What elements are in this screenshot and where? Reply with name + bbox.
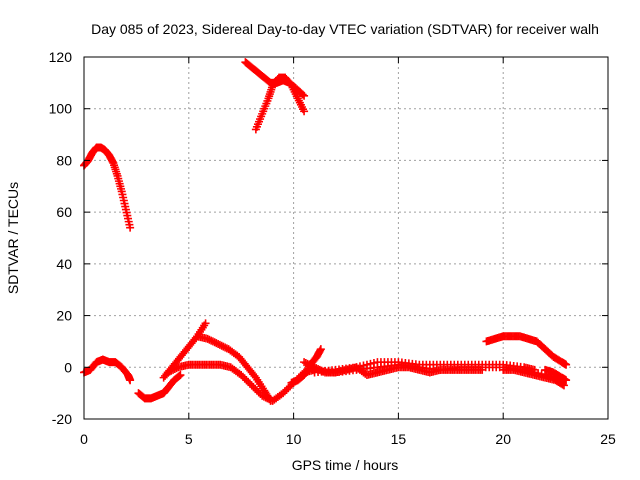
data-point: [214, 340, 223, 349]
data-point: [305, 360, 314, 369]
data-point: [203, 334, 212, 343]
data-point: [126, 376, 135, 385]
y-tick-label: 40: [56, 256, 72, 272]
y-tick-label: 120: [49, 49, 73, 65]
series-arc-3: [251, 73, 309, 134]
x-tick-label: 0: [80, 431, 88, 447]
data-point: [300, 91, 309, 100]
series-arc-5: [134, 371, 185, 403]
x-tick-label: 5: [185, 431, 193, 447]
series-arc-1: [80, 143, 135, 232]
x-tick-label: 15: [391, 431, 407, 447]
data-point: [266, 396, 275, 405]
data-point: [312, 364, 321, 373]
data-point: [265, 395, 274, 404]
y-tick-label: 60: [56, 204, 72, 220]
data-point: [201, 319, 210, 328]
data-point: [207, 336, 216, 345]
data-point: [215, 340, 224, 349]
data-point: [300, 107, 309, 116]
data-point: [219, 342, 228, 351]
data-point: [352, 363, 361, 372]
y-tick-label: 100: [49, 101, 73, 117]
data-point: [369, 358, 378, 367]
y-tick-label: -20: [52, 411, 72, 427]
data-point: [316, 345, 325, 354]
data-point: [170, 365, 179, 374]
data-point: [126, 223, 135, 232]
data-point: [169, 365, 178, 374]
series-arc-8: [193, 332, 275, 405]
data-layer: [80, 58, 571, 405]
data-point: [175, 371, 184, 380]
series-arc-13: [499, 365, 568, 390]
data-point: [300, 358, 309, 367]
series-arc-14: [541, 365, 571, 385]
data-point: [359, 361, 368, 370]
data-point: [355, 362, 364, 371]
data-point: [366, 359, 375, 368]
data-point: [205, 335, 214, 344]
chart-title: Day 085 of 2023, Sidereal Day-to-day VTE…: [91, 21, 599, 37]
data-point: [562, 360, 571, 369]
data-point: [210, 338, 219, 347]
x-tick-label: 20: [495, 431, 511, 447]
y-axis-label: SDTVAR / TECUs: [5, 182, 21, 294]
plot-frame: [83, 56, 609, 420]
y-tick-label: 20: [56, 308, 72, 324]
y-tick-label: 0: [64, 359, 72, 375]
series-arc-12: [482, 332, 571, 369]
data-point: [163, 368, 172, 377]
data-point: [298, 90, 307, 99]
data-point: [208, 337, 217, 346]
x-tick-label: 25: [600, 431, 616, 447]
data-point: [562, 376, 571, 385]
data-point: [307, 361, 316, 370]
data-point: [167, 366, 176, 375]
x-axis-label: GPS time / hours: [292, 457, 399, 473]
data-point: [308, 362, 317, 371]
data-point: [165, 367, 174, 376]
x-tick-label: 10: [286, 431, 302, 447]
data-point: [362, 360, 371, 369]
data-point: [212, 339, 221, 348]
y-tick-label: 80: [56, 152, 72, 168]
series-arc-4: [80, 355, 135, 385]
data-point: [303, 359, 312, 368]
data-point: [221, 343, 230, 352]
data-point: [301, 358, 310, 367]
data-point: [172, 364, 181, 373]
data-point: [176, 371, 185, 380]
series-arc-11: [310, 358, 539, 377]
tick-labels: 0 5 10 15 20 25 -20 0 20 40 60 80 100 120: [49, 49, 616, 447]
data-point: [217, 341, 226, 350]
